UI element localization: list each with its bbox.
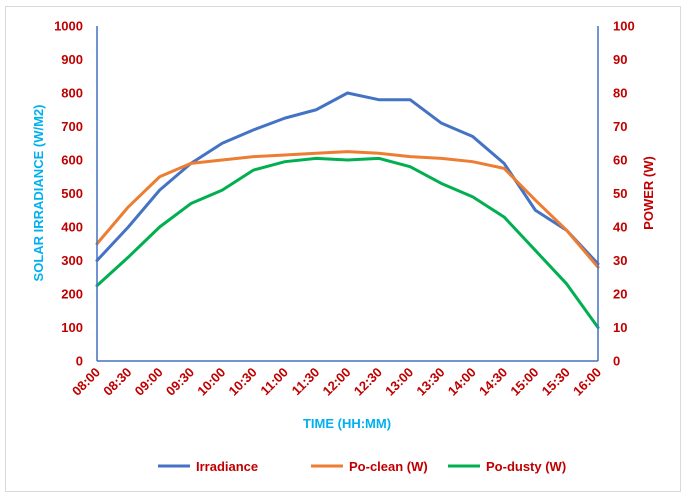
left-tick-label: 800: [61, 86, 83, 101]
x-axis-tick-labels: 08:0008:3009:0009:3010:0010:3011:0011:30…: [69, 365, 604, 399]
right-tick-label: 60: [613, 153, 627, 168]
left-tick-label: 200: [61, 287, 83, 302]
series-lines: [95, 91, 600, 329]
x-tick-label: 15:30: [539, 365, 573, 399]
x-tick-label: 08:00: [69, 365, 103, 399]
left-tick-label: 100: [61, 320, 83, 335]
x-tick-label: 08:30: [100, 365, 134, 399]
right-tick-label: 80: [613, 86, 627, 101]
legend: Irradiance Po-clean (W) Po-dusty (W): [158, 459, 566, 474]
x-tick-label: 09:00: [132, 365, 166, 399]
x-tick-label: 10:00: [194, 365, 228, 399]
y2-axis-title: POWER (W): [641, 156, 656, 230]
legend-label-po-dusty-w: Po-dusty (W): [486, 459, 566, 474]
x-tick-label: 11:30: [289, 365, 323, 399]
x-tick-label: 13:00: [382, 365, 416, 399]
x-tick-label: 13:30: [413, 365, 447, 399]
right-tick-label: 70: [613, 119, 627, 134]
left-tick-label: 900: [61, 52, 83, 67]
left-tick-label: 1000: [54, 19, 83, 34]
x-axis-title: TIME (HH:MM): [303, 416, 391, 431]
right-tick-label: 20: [613, 287, 627, 302]
right-tick-label: 90: [613, 52, 627, 67]
x-tick-label: 11:00: [257, 365, 291, 399]
x-tick-label: 16:00: [570, 365, 604, 399]
x-tick-label: 09:30: [163, 365, 197, 399]
left-axis-tick-labels: 0 100 200 300 400 500 600 700 800 900 1000: [54, 19, 83, 369]
chart-frame: [5, 6, 681, 492]
left-tick-label: 0: [76, 354, 83, 369]
x-tick-label: 15:00: [507, 365, 541, 399]
left-tick-label: 300: [61, 253, 83, 268]
x-tick-label: 14:00: [445, 365, 479, 399]
series-line-po-dusty-w: [95, 156, 600, 329]
left-tick-label: 500: [61, 186, 83, 201]
x-tick-label: 12:00: [320, 365, 354, 399]
series-line-po-clean-w: [95, 150, 600, 269]
x-tick-label: 10:30: [226, 365, 260, 399]
legend-label-irradiance: Irradiance: [196, 459, 258, 474]
right-tick-label: 0: [613, 354, 620, 369]
right-tick-label: 10: [613, 320, 627, 335]
right-tick-label: 100: [613, 19, 635, 34]
left-tick-label: 600: [61, 153, 83, 168]
right-tick-label: 30: [613, 253, 627, 268]
left-tick-label: 400: [61, 220, 83, 235]
x-tick-label: 12:30: [351, 365, 385, 399]
legend-label-po-clean-w: Po-clean (W): [349, 459, 428, 474]
y-axis-title: SOLAR IRRADIANCE (W/M2): [31, 105, 46, 282]
right-axis-tick-labels: 0 10 20 30 40 50 60 70 80 90 100: [613, 19, 635, 369]
x-tick-label: 14:30: [476, 365, 510, 399]
axes: [96, 26, 599, 362]
right-tick-label: 50: [613, 186, 627, 201]
right-tick-label: 40: [613, 220, 627, 235]
left-tick-label: 700: [61, 119, 83, 134]
